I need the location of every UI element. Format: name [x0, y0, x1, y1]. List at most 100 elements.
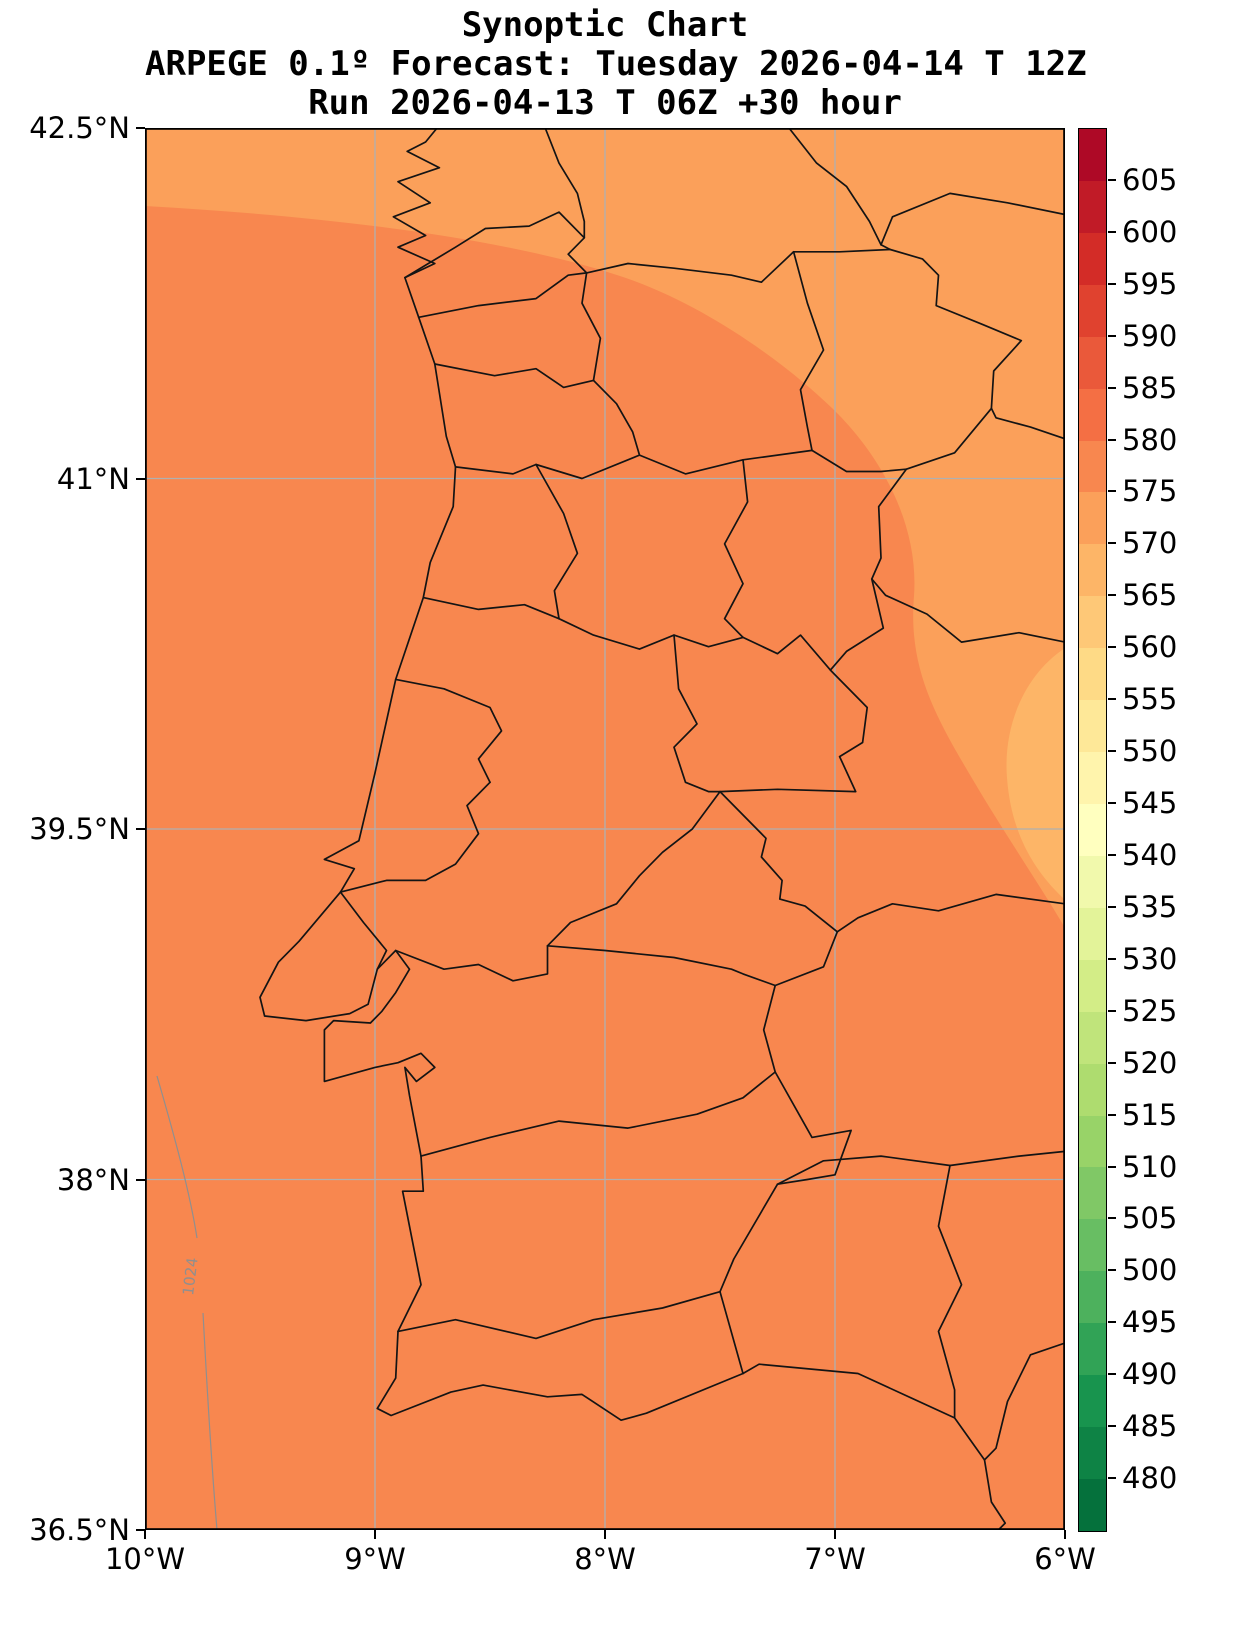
colorbar-segment	[1079, 336, 1106, 389]
colorbar-segment	[1079, 1219, 1106, 1272]
colorbar-tick-label: 495	[1122, 1305, 1178, 1340]
y-tick-label: 36.5°N	[29, 1513, 130, 1547]
y-tick-mark	[136, 828, 145, 830]
colorbar-tick-label: 530	[1122, 941, 1178, 976]
x-tick-label: 8°W	[574, 1542, 636, 1576]
colorbar-tick-label: 575	[1122, 474, 1178, 509]
x-tick-mark	[604, 1530, 606, 1539]
colorbar-tick-label: 555	[1122, 682, 1178, 717]
y-tick-mark	[136, 127, 145, 129]
chart-title: Synoptic Chart	[461, 5, 749, 45]
isobar-line-lower	[202, 1312, 218, 1530]
figure-title-block: Synoptic Chart ARPEGE 0.1º Forecast: Tue…	[145, 5, 1087, 123]
colorbar-tick-label: 520	[1122, 1045, 1178, 1080]
colorbar-segment	[1079, 855, 1106, 908]
colorbar-tick-label: 540	[1122, 837, 1178, 872]
colorbar-tick-mark	[1108, 1009, 1116, 1012]
colorbar-tick-label: 480	[1122, 1461, 1178, 1496]
coastline	[259, 128, 1007, 1530]
y-tick-label: 42.5°N	[29, 111, 130, 145]
colorbar-segment	[1079, 544, 1106, 597]
colorbar-tick-mark	[1108, 1165, 1116, 1168]
isobar-1024: 1024	[156, 1075, 218, 1530]
colorbar-segment	[1079, 180, 1106, 233]
colorbar-tick-label: 500	[1122, 1253, 1178, 1288]
y-tick-mark	[136, 477, 145, 480]
colorbar-tick-label: 560	[1122, 630, 1178, 665]
colorbar-segment	[1079, 959, 1106, 1012]
colorbar-segment	[1079, 648, 1106, 701]
isobar-line-upper	[156, 1075, 198, 1239]
colorbar-tick-label: 510	[1122, 1149, 1178, 1184]
colorbar-segments	[1079, 129, 1106, 1531]
colorbar-tick-label: 505	[1122, 1201, 1178, 1236]
colorbar-tick-label: 565	[1122, 578, 1178, 613]
colorbar-segment	[1079, 284, 1106, 337]
grid-lines	[145, 128, 1065, 1530]
colorbar-tick-mark	[1108, 230, 1116, 233]
colorbar-tick-mark	[1108, 1113, 1116, 1116]
x-tick-label: 7°W	[804, 1542, 866, 1576]
field-lighter-patch	[1006, 648, 1065, 900]
colorbar-tick-label: 490	[1122, 1357, 1178, 1392]
x-tick-mark	[1064, 1530, 1066, 1539]
colorbar-tick-label: 545	[1122, 786, 1178, 821]
colorbar-tick-mark	[1108, 386, 1116, 389]
plot-frame	[145, 128, 1065, 1530]
colorbar-tick-mark	[1108, 594, 1116, 597]
colorbar-tick-mark	[1108, 1061, 1116, 1064]
y-tick-label: 41°N	[56, 461, 130, 496]
colorbar-tick-mark	[1108, 334, 1116, 337]
colorbar-tick-mark	[1108, 1425, 1116, 1428]
colorbar-tick-mark	[1108, 282, 1116, 285]
colorbar-segment	[1079, 232, 1106, 285]
x-tick-label: 6°W	[1034, 1542, 1096, 1576]
colorbar-segment	[1079, 1063, 1106, 1116]
admin-boundaries	[259, 128, 1065, 1530]
colorbar-tick-label: 585	[1122, 370, 1178, 405]
colorbar-tick-mark	[1108, 698, 1116, 701]
y-tick-label: 39.5°N	[29, 812, 130, 846]
chart-subtitle: ARPEGE 0.1º Forecast: Tuesday 2026-04-14…	[145, 44, 1087, 84]
colorbar-tick-label: 570	[1122, 526, 1178, 561]
colorbar	[1078, 128, 1107, 1532]
colorbar-tick-mark	[1108, 905, 1116, 908]
colorbar-tick-label: 535	[1122, 889, 1178, 924]
colorbar-segment	[1079, 1375, 1106, 1428]
x-tick-mark	[374, 1530, 376, 1539]
colorbar-segment	[1079, 752, 1106, 804]
x-tick-label: 9°W	[344, 1542, 406, 1576]
colorbar-tick-mark	[1108, 957, 1116, 960]
colorbar-segment	[1079, 1323, 1106, 1376]
colorbar-tick-mark	[1108, 802, 1116, 805]
y-tick-label: 38°N	[56, 1162, 130, 1197]
colorbar-segment	[1079, 1271, 1106, 1324]
colorbar-segment	[1079, 907, 1106, 960]
colorbar-segment	[1079, 1427, 1106, 1479]
portugal-spain-border	[404, 211, 1023, 1375]
colorbar-segment	[1079, 1478, 1106, 1531]
portugal-district-boundaries	[339, 250, 908, 1340]
colorbar-tick-mark	[1108, 1373, 1116, 1376]
colorbar-segment	[1079, 129, 1106, 181]
colorbar-tick-label: 515	[1122, 1097, 1178, 1132]
colorbar-tick-label: 580	[1122, 422, 1178, 457]
colorbar-segment	[1079, 1011, 1106, 1064]
colorbar-segment	[1079, 1115, 1106, 1168]
colorbar-tick-label: 595	[1122, 266, 1178, 301]
colorbar-tick-mark	[1108, 490, 1116, 493]
colorbar-tick-mark	[1108, 542, 1116, 545]
colorbar-segment	[1079, 492, 1106, 545]
x-tick-label: 10°W	[104, 1542, 186, 1576]
colorbar-segment	[1079, 1167, 1106, 1220]
x-tick-mark	[834, 1530, 836, 1539]
colorbar-tick-label: 605	[1122, 162, 1178, 197]
colorbar-tick-mark	[1108, 1321, 1116, 1324]
spain-province-boundaries	[544, 128, 1065, 1461]
colorbar-segment	[1079, 700, 1106, 753]
colorbar-tick-mark	[1108, 1269, 1116, 1272]
colorbar-segment	[1079, 803, 1106, 856]
colorbar-tick-mark	[1108, 178, 1116, 181]
x-tick-mark	[144, 1530, 146, 1539]
colorbar-tick-mark	[1108, 1217, 1116, 1220]
